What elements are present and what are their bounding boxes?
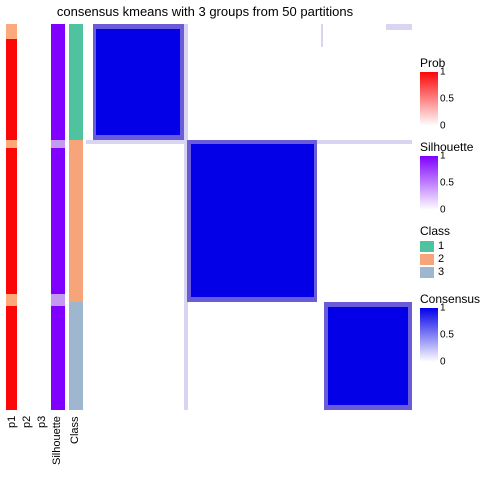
annot-label: Class [69,416,83,496]
legend-title: Silhouette [420,140,500,154]
annot-col-silhouette [51,24,65,410]
row-annotation-labels: p1p2p3 Silhouette Class [6,416,83,496]
annot-col-p1 [6,24,17,410]
annot-label: p2 [21,416,32,496]
legend-consensus: Consensus10.50 [420,292,500,362]
annot-label: Silhouette [51,416,65,496]
plot-title: consensus kmeans with 3 groups from 50 p… [0,4,410,19]
annot-col-p3 [36,24,47,410]
annot-col-p2 [21,24,32,410]
legend-title: Prob [420,56,500,70]
legend-silhouette: Silhouette10.50 [420,140,500,210]
legend-title: Class [420,224,500,238]
consensus-heatmap [86,24,412,410]
legend-title: Consensus [420,292,500,306]
legend-class: Class123 [420,224,500,278]
row-annotations [6,24,83,410]
legends: Prob10.50 Silhouette10.50 Class123 Consensu… [420,56,500,376]
legend-prob: Prob10.50 [420,56,500,126]
annot-label: p1 [6,416,17,496]
annot-label: p3 [36,416,47,496]
annot-col-class [69,24,83,410]
